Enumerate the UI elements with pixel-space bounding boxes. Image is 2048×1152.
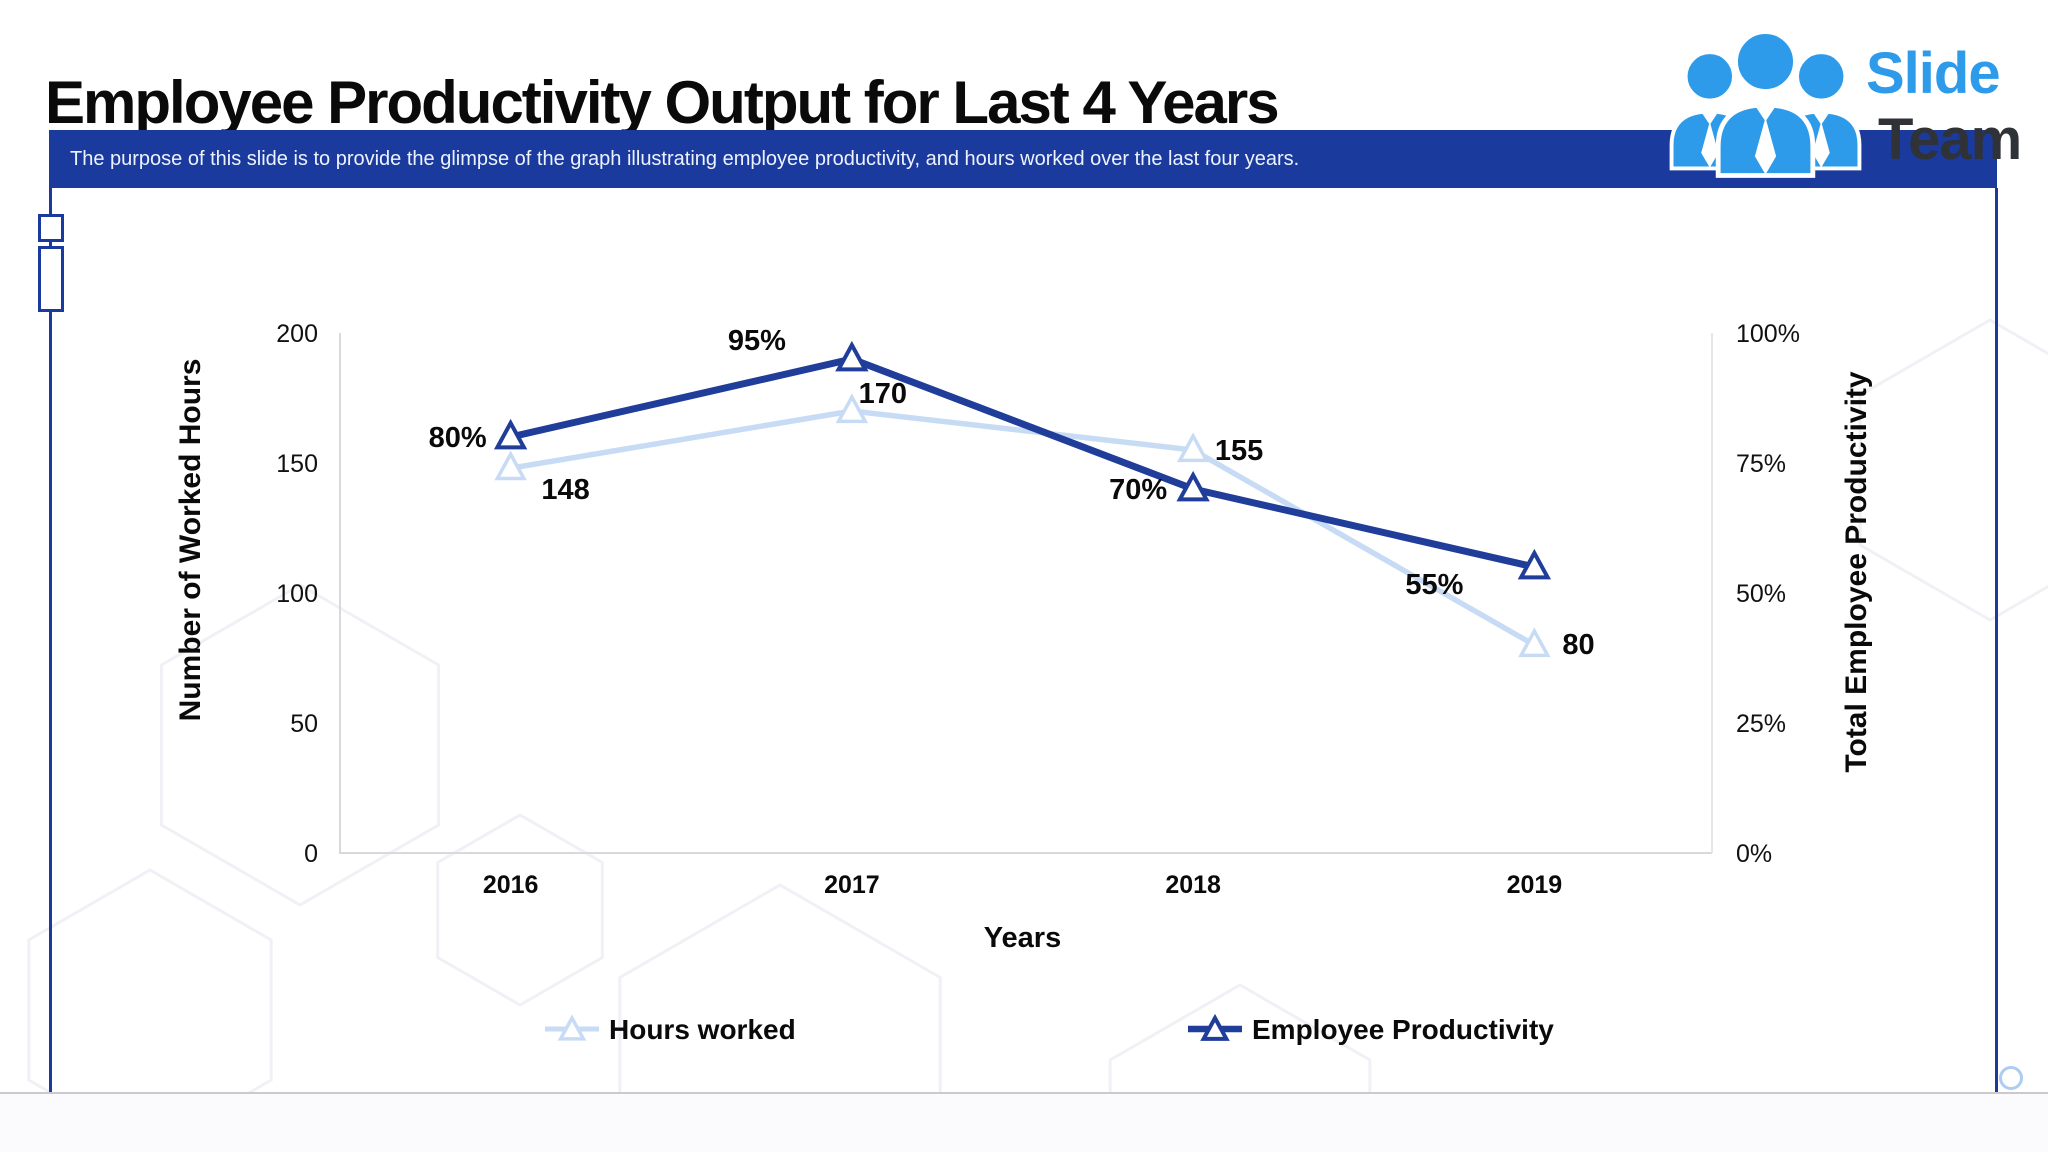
data-label: 55% <box>1405 569 1463 601</box>
series-line <box>510 408 1536 648</box>
hexagon-outline <box>1858 318 2048 622</box>
left-border-line <box>49 188 52 1093</box>
hexagon-outline <box>159 583 441 907</box>
data-label: 80% <box>429 422 487 454</box>
legend-marker-triangle <box>557 1014 587 1041</box>
data-point-marker <box>835 340 869 372</box>
hexagon-outline <box>27 868 273 1152</box>
data-label: 170 <box>859 378 907 410</box>
bottom-divider-line <box>0 1092 2048 1094</box>
slideteam-logo: Slide Team <box>1668 16 2048 196</box>
y-axis-left-tick-label: 150 <box>276 450 318 478</box>
data-label: 80 <box>1562 629 1594 661</box>
legend-marker-triangle <box>1200 1013 1230 1041</box>
y-axis-right-tick-label: 0% <box>1736 840 1772 868</box>
data-label: 148 <box>541 474 589 506</box>
data-point-marker <box>835 393 869 424</box>
x-axis-category-label: 2019 <box>1507 871 1563 899</box>
hexagon-outline <box>618 883 942 1152</box>
bottom-margin-area <box>0 1094 2048 1152</box>
x-axis-category-label: 2018 <box>1165 871 1221 899</box>
y-axis-left-tick-label: 50 <box>290 710 318 738</box>
logo-text-slide: Slide <box>1866 41 2001 106</box>
hexagon-outline <box>1108 983 1372 1152</box>
data-point-marker <box>1176 470 1210 502</box>
y-axis-left-title: Number of Worked Hours <box>174 359 207 722</box>
data-point-marker <box>493 418 528 450</box>
y-axis-right-tick-label: 75% <box>1736 450 1786 478</box>
page-title: Employee Productivity Output for Last 4 … <box>45 69 1280 137</box>
y-axis-right-title: Total Employee Productivity <box>1840 371 1873 773</box>
hexagon-outline <box>436 813 604 1007</box>
x-axis-category-label: 2016 <box>483 871 539 899</box>
legend-label: Hours worked <box>609 1014 796 1045</box>
y-axis-right-tick-label: 50% <box>1736 580 1786 608</box>
legend-label: Employee Productivity <box>1252 1014 1554 1045</box>
x-axis-category-label: 2017 <box>824 871 880 899</box>
decor-circle <box>1999 1066 2023 1090</box>
data-point-marker <box>494 450 527 481</box>
subtitle-text: The purpose of this slide is to provide … <box>70 148 1300 170</box>
x-axis-title: Years <box>984 922 1061 954</box>
right-border-line <box>1995 188 1998 1093</box>
series-line <box>509 355 1536 571</box>
decor-rect-small <box>38 214 64 242</box>
data-label: 70% <box>1109 474 1167 506</box>
data-label: 155 <box>1215 435 1263 467</box>
data-point-marker <box>1517 548 1552 580</box>
y-axis-right-tick-label: 100% <box>1736 320 1800 348</box>
people-group-icon <box>1669 20 1862 180</box>
data-point-marker <box>1176 432 1210 463</box>
y-axis-left-tick-label: 0 <box>304 840 318 868</box>
data-point-marker <box>1518 627 1551 658</box>
logo-text-team: Team <box>1878 107 2022 172</box>
decor-rect-tall <box>38 246 64 312</box>
data-label: 95% <box>728 325 786 357</box>
y-axis-right-tick-label: 25% <box>1736 710 1786 738</box>
y-axis-left-tick-label: 100 <box>276 580 318 608</box>
y-axis-left-tick-label: 200 <box>276 320 318 348</box>
